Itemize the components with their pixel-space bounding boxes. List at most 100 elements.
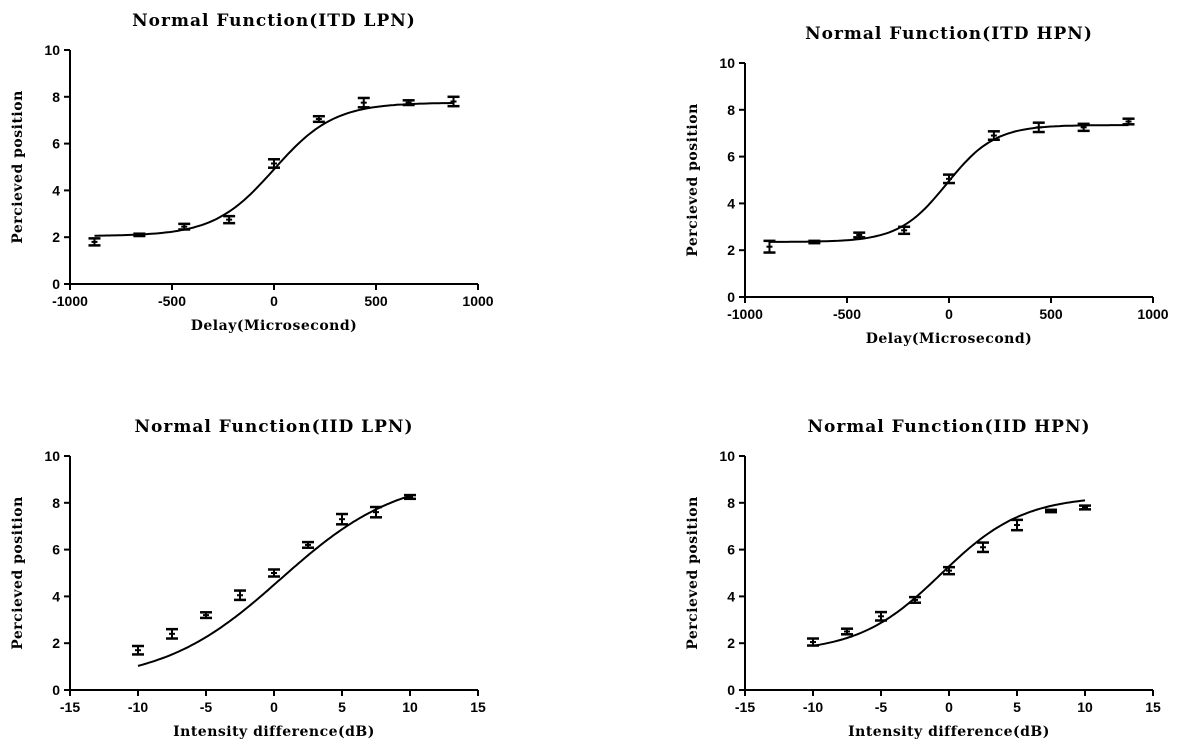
data-point xyxy=(853,231,866,239)
chart-iid-hpn: Normal Function(IID HPN) 0 2 4 6 8 10 -15 -10 -5 0… xyxy=(675,406,1175,756)
data-point xyxy=(808,239,821,245)
data-point xyxy=(1079,504,1091,511)
data-point xyxy=(336,512,348,526)
y-tick-label: 6 xyxy=(52,542,60,558)
x-tick-label: -15 xyxy=(735,699,755,715)
fit-curve xyxy=(137,494,411,667)
chart-itd-lpn-svg: Normal Function(ITD LPN) 0 2 4 6 8 10 -1000 -500… xyxy=(10,11,494,334)
x-tick-label: 1000 xyxy=(1137,306,1168,322)
y-tick-label: 4 xyxy=(727,588,735,604)
y-tick-label: 4 xyxy=(52,588,60,604)
x-tick-label: 5 xyxy=(338,699,346,715)
data-point xyxy=(268,158,280,169)
data-point xyxy=(178,222,191,231)
data-point xyxy=(1011,518,1023,532)
x-axis-label: Intensity difference(dB) xyxy=(848,724,1050,740)
chart-title: Normal Function(IID HPN) xyxy=(807,417,1090,437)
data-point xyxy=(402,99,415,107)
y-axis-label: Percieved position xyxy=(10,496,26,650)
data-point xyxy=(1045,508,1057,514)
data-point xyxy=(200,611,212,620)
data-point xyxy=(133,232,146,238)
chart-title: Normal Function(IID LPN) xyxy=(135,417,414,437)
y-tick-label: 8 xyxy=(52,495,60,511)
data-point xyxy=(234,589,246,602)
x-tick-label: 15 xyxy=(1145,699,1161,715)
x-tick-label: -5 xyxy=(200,699,213,715)
x-tick-label: 10 xyxy=(402,699,418,715)
data-point xyxy=(898,225,911,236)
x-tick-label: -10 xyxy=(803,699,823,715)
data-point xyxy=(987,130,1000,142)
x-tick-label: 500 xyxy=(364,293,388,309)
x-axis-label: Intensity difference(dB) xyxy=(173,724,375,740)
data-point xyxy=(1032,121,1045,134)
data-point xyxy=(943,173,955,185)
data-point xyxy=(943,565,955,576)
y-tick-label: 8 xyxy=(727,495,735,511)
y-tick-label: 6 xyxy=(52,136,60,152)
x-tick-label: 1000 xyxy=(462,293,493,309)
y-tick-label: 0 xyxy=(52,276,60,292)
y-tick-label: 8 xyxy=(52,89,60,105)
chart-itd-hpn: Normal Function(ITD HPN) 0 2 4 6 8 10 -1000 -500… xyxy=(675,13,1175,363)
data-point xyxy=(841,627,853,636)
y-tick-label: 8 xyxy=(727,102,735,118)
x-tick-label: 0 xyxy=(270,699,278,715)
data-point xyxy=(312,114,325,124)
x-axis-label: Delay(Microsecond) xyxy=(191,318,358,334)
data-point xyxy=(88,237,101,247)
x-tick-label: 10 xyxy=(1077,699,1093,715)
chart-title: Normal Function(ITD LPN) xyxy=(132,11,416,31)
y-tick-label: 4 xyxy=(727,195,735,211)
x-tick-label: 5 xyxy=(1013,699,1021,715)
y-tick-label: 2 xyxy=(727,242,735,258)
data-point xyxy=(302,540,314,549)
y-tick-label: 6 xyxy=(727,542,735,558)
x-tick-label: 0 xyxy=(270,293,278,309)
chart-title: Normal Function(ITD HPN) xyxy=(805,24,1093,44)
y-tick-label: 0 xyxy=(727,289,735,305)
x-tick-label: -5 xyxy=(875,699,888,715)
chart-iid-hpn-svg: Normal Function(IID HPN) 0 2 4 6 8 10 -15 -10 -5 0… xyxy=(685,417,1161,740)
data-point xyxy=(1122,117,1135,126)
x-tick-label: 500 xyxy=(1039,306,1063,322)
x-axis-label: Delay(Microsecond) xyxy=(866,331,1033,347)
y-axis-label: Percieved position xyxy=(10,90,26,244)
x-tick-label: 15 xyxy=(470,699,486,715)
y-tick-label: 2 xyxy=(52,229,60,245)
y-tick-label: 2 xyxy=(727,635,735,651)
y-tick-label: 10 xyxy=(44,42,60,58)
x-tick-label: -500 xyxy=(833,306,861,322)
x-tick-label: -10 xyxy=(128,699,148,715)
y-tick-label: 10 xyxy=(44,448,60,464)
data-point xyxy=(977,541,989,554)
y-tick-label: 4 xyxy=(52,182,60,198)
chart-iid-lpn-svg: Normal Function(IID LPN) 0 2 4 6 8 10 -15 -10 -5 0… xyxy=(10,417,486,740)
x-tick-label: -500 xyxy=(158,293,186,309)
data-point xyxy=(1077,122,1090,133)
data-point xyxy=(166,627,178,640)
y-tick-label: 0 xyxy=(727,682,735,698)
y-tick-label: 0 xyxy=(52,682,60,698)
data-point xyxy=(807,637,819,647)
data-point xyxy=(875,610,887,622)
x-tick-label: -15 xyxy=(60,699,80,715)
y-axis-label: Percieved position xyxy=(685,496,701,650)
chart-iid-lpn: Normal Function(IID LPN) 0 2 4 6 8 10 -15 -10 -5 0… xyxy=(0,406,500,756)
x-tick-label: 0 xyxy=(945,699,953,715)
data-point xyxy=(909,595,921,604)
data-point xyxy=(268,568,280,578)
y-tick-label: 10 xyxy=(719,55,735,71)
y-axis-label: Percieved position xyxy=(685,103,701,257)
x-tick-label: 0 xyxy=(945,306,953,322)
fit-curve xyxy=(94,102,454,237)
data-point xyxy=(370,505,382,519)
y-tick-label: 6 xyxy=(727,149,735,165)
y-tick-label: 2 xyxy=(52,635,60,651)
data-point xyxy=(404,493,416,501)
x-tick-label: -1000 xyxy=(727,306,763,322)
data-point xyxy=(763,239,776,254)
chart-itd-lpn: Normal Function(ITD LPN) 0 2 4 6 8 10 -1000 -500… xyxy=(0,0,500,350)
chart-itd-hpn-svg: Normal Function(ITD HPN) 0 2 4 6 8 10 -1000 -500… xyxy=(685,24,1169,347)
